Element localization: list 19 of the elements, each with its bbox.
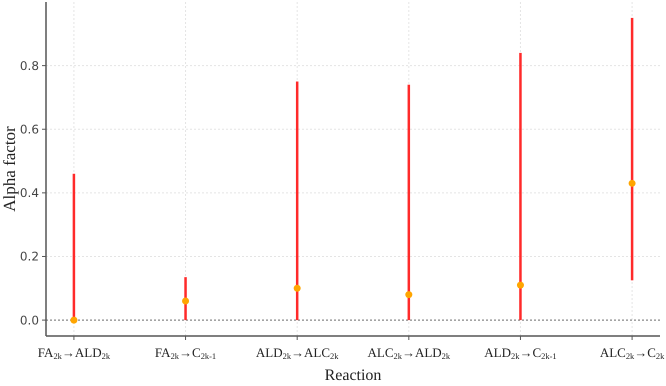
point: [70, 316, 78, 324]
point: [628, 180, 636, 187]
y-tick-label: 0.8: [20, 58, 39, 73]
y-tick-label: 0.0: [20, 313, 39, 328]
point: [405, 291, 412, 298]
y-tick-label: 0.6: [20, 122, 39, 136]
y-tick-label: 0.4: [20, 186, 39, 200]
point: [516, 282, 524, 289]
y-axis-title: Alpha factor: [0, 126, 19, 212]
point: [182, 298, 190, 305]
x-tick-label: FA$_{2k}$→C$_{2k-1}$: [154, 345, 216, 361]
x-tick-label: FA$_{2k}$→ALD$_{2k}$: [38, 345, 111, 361]
point: [294, 284, 301, 292]
x-tick-label: ALD$_{2k}$→ALC$_{2k}$: [256, 345, 340, 361]
x-tick-label: ALC$_{2k}$→C$_{2k}$: [600, 345, 666, 361]
y-tick-label: 0.2: [20, 250, 39, 264]
x-tick-label: ALD$_{2k}$→C$_{2k-1}$: [484, 345, 557, 361]
x-tick-label: ALC$_{2k}$→ALD$_{2k}$: [368, 345, 451, 361]
x-axis-title: Reaction: [324, 367, 382, 384]
